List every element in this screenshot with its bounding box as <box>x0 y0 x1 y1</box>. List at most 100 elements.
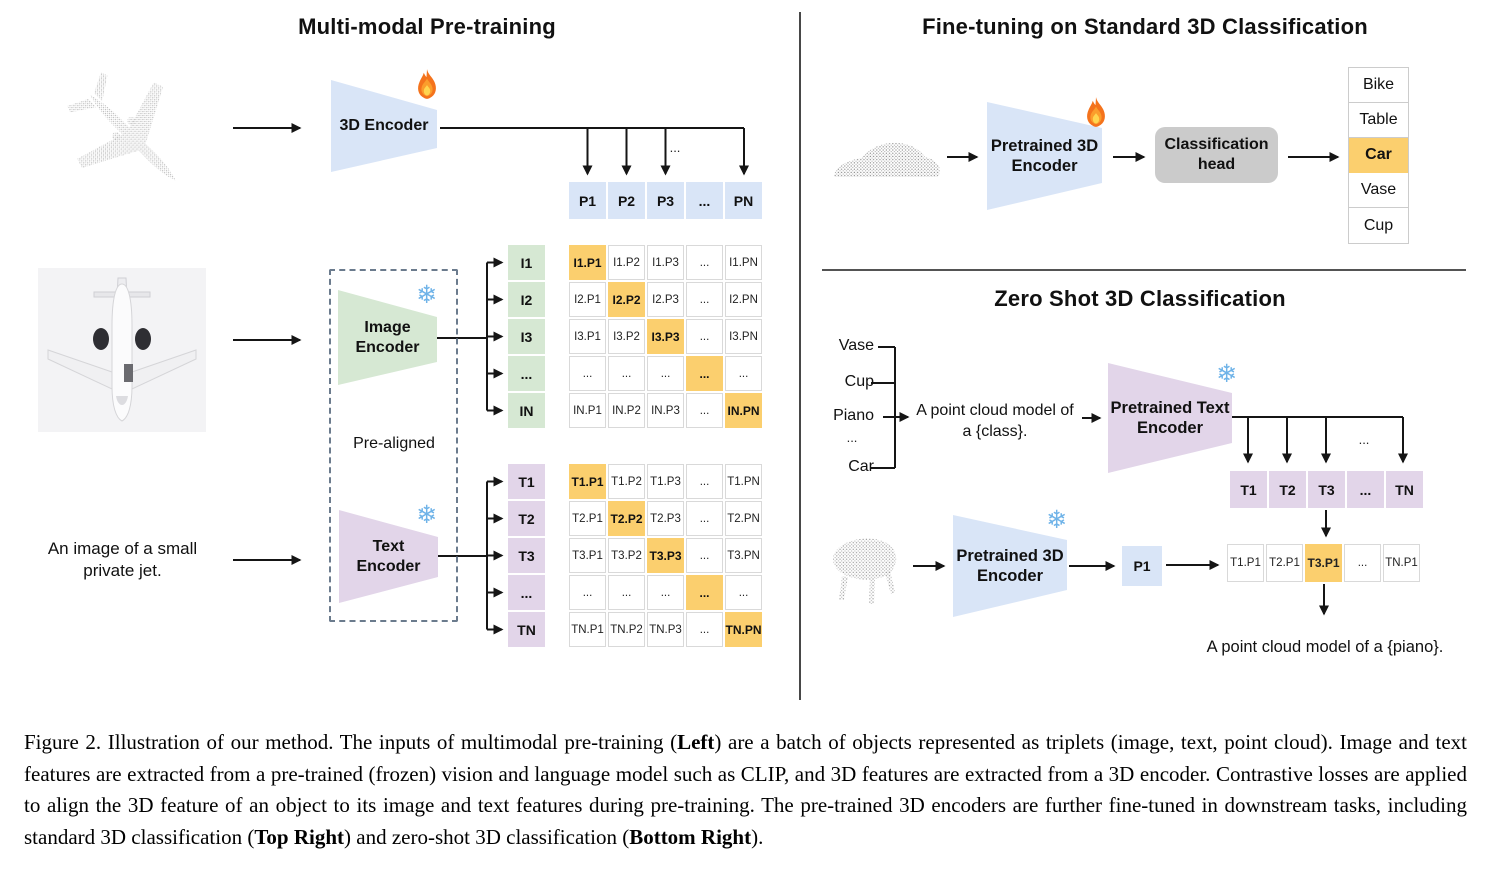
similarity-cell: ... <box>686 319 723 354</box>
similarity-cell-highlighted: T3.P1 <box>1305 544 1342 582</box>
similarity-cell: T1.P1 <box>569 464 606 499</box>
similarity-cell: IN.P1 <box>569 393 606 428</box>
i-label: I1 <box>508 245 545 280</box>
image-feature-labels: I1 I2 I3 ... IN <box>508 245 545 428</box>
i-label: I2 <box>508 282 545 317</box>
fire-icon <box>1087 97 1105 127</box>
i-label: IN <box>508 393 545 428</box>
prompt-text: A point cloud model of a {class}. <box>910 400 1080 442</box>
t-label: ... <box>508 575 545 610</box>
similarity-cell: T3.P2 <box>608 538 645 573</box>
pretrained-3d-encoder-label: Encoder <box>976 567 1044 585</box>
similarity-cell: TN.P2 <box>608 612 645 647</box>
similarity-cell: TN.PN <box>725 612 762 647</box>
similarity-cell: IN.PN <box>725 393 762 428</box>
similarity-cell: IN.P3 <box>647 393 684 428</box>
similarity-cell: ... <box>647 356 684 391</box>
t-cell: TN <box>1386 471 1423 508</box>
snowflake-icon: ❄ <box>1216 359 1237 388</box>
t-cell: T2 <box>1269 471 1306 508</box>
similarity-cell: ... <box>686 282 723 317</box>
similarity-cell: TN.P1 <box>1383 544 1420 582</box>
classification-head-label: Classification <box>1164 136 1269 153</box>
similarity-cell: ... <box>686 393 723 428</box>
similarity-cell: I2.P2 <box>608 282 645 317</box>
snowflake-icon: ❄ <box>1046 505 1067 534</box>
p-cell: ... <box>686 182 723 219</box>
zeroshot-title: Zero Shot 3D Classification <box>994 286 1286 311</box>
i-label: I3 <box>508 319 545 354</box>
car-point-cloud <box>833 142 940 177</box>
similarity-cell: I1.P3 <box>647 245 684 280</box>
similarity-cell: ... <box>686 356 723 391</box>
similarity-cell: T1.P1 <box>1227 544 1264 582</box>
similarity-cell: ... <box>725 356 762 391</box>
pre-aligned-label: Pre-aligned <box>353 435 435 452</box>
similarity-cell: ... <box>686 538 723 573</box>
similarity-cell: T2.P3 <box>647 501 684 536</box>
caption-text: Figure 2. Illustration of our method. Th… <box>24 730 678 754</box>
zs-class-ellipsis: ... <box>846 430 858 445</box>
snowflake-icon: ❄ <box>416 500 437 529</box>
class-item: Bike <box>1349 68 1408 103</box>
class-item: Cup <box>1349 208 1408 243</box>
similarity-cell: I3.P1 <box>569 319 606 354</box>
encoder-3d: 3D Encoder <box>331 80 437 172</box>
finetune-title: Fine-tuning on Standard 3D Classificatio… <box>922 14 1368 39</box>
image-point-similarity-matrix: I1.P1 I1.P2 I1.P3 ... I1.PN I2.P1 I2.P2 … <box>569 245 762 428</box>
class-item: Table <box>1349 103 1408 138</box>
caption-text: ). <box>751 824 764 849</box>
text-feature-labels: T1 T2 T3 ... TN <box>508 464 545 647</box>
pretrained-3d-encoder-label: Encoder <box>1011 157 1078 175</box>
image-encoder-label: Image <box>364 318 411 336</box>
class-item: Vase <box>1349 173 1408 208</box>
prompt-line: a {class}. <box>962 423 1028 440</box>
image-encoder-label: Encoder <box>355 338 420 356</box>
t-label: T2 <box>508 501 545 536</box>
similarity-cell: I2.P1 <box>569 282 606 317</box>
caption-bold: Left <box>677 730 715 754</box>
classification-head-label: head <box>1197 156 1236 173</box>
encoder-3d-label: 3D Encoder <box>339 117 429 134</box>
class-list: Bike Table Car Vase Cup <box>1348 67 1409 244</box>
text-encoder-label: Text <box>372 537 405 555</box>
similarity-cell: T2.P2 <box>608 501 645 536</box>
similarity-cell: T2.P1 <box>1266 544 1303 582</box>
similarity-cell: I3.PN <box>725 319 762 354</box>
zeroshot-similarity-row: T1.P1 T2.P1 T3.P1 ... TN.P1 <box>1227 544 1420 582</box>
piano-point-cloud <box>833 538 897 604</box>
similarity-cell: I2.P3 <box>647 282 684 317</box>
zeroshot-result-text: A point cloud model of a {piano}. <box>1206 638 1444 656</box>
text-encoder-label: Encoder <box>356 557 421 575</box>
fire-icon <box>418 69 436 99</box>
pretrained-text-encoder-label: Encoder <box>1136 419 1204 437</box>
ellipsis-label: ... <box>1358 432 1370 447</box>
similarity-cell: T3.PN <box>725 538 762 573</box>
similarity-cell: ... <box>725 575 762 610</box>
text-input-line: private jet. <box>83 561 162 580</box>
similarity-cell: T1.P2 <box>608 464 645 499</box>
zs-class-label: Piano <box>833 407 874 424</box>
text-encoder: Text Encoder <box>339 510 438 603</box>
similarity-cell: ... <box>569 575 606 610</box>
p-cell: P1 <box>569 182 606 219</box>
prompt-line: A point cloud model of <box>916 402 1074 419</box>
t-cell: ... <box>1347 471 1384 508</box>
t-cell: T1 <box>1230 471 1267 508</box>
t-label: T1 <box>508 464 545 499</box>
pretrained-3d-encoder-label: Pretrained 3D <box>990 137 1099 155</box>
snowflake-icon: ❄ <box>416 280 437 309</box>
similarity-cell: T1.PN <box>725 464 762 499</box>
similarity-cell: ... <box>686 612 723 647</box>
zs-class-label: Car <box>848 458 874 475</box>
zs-class-label: Cup <box>844 373 874 390</box>
similarity-cell: ... <box>608 356 645 391</box>
caption-bold: Bottom Right <box>629 824 752 849</box>
i-label: ... <box>508 356 545 391</box>
similarity-cell: IN.P2 <box>608 393 645 428</box>
similarity-cell: ... <box>686 464 723 499</box>
image-encoder: Image Encoder <box>338 290 437 385</box>
similarity-cell: TN.P3 <box>647 612 684 647</box>
pretrained-text-encoder-label: Pretrained Text <box>1110 399 1230 417</box>
similarity-cell: T3.P1 <box>569 538 606 573</box>
